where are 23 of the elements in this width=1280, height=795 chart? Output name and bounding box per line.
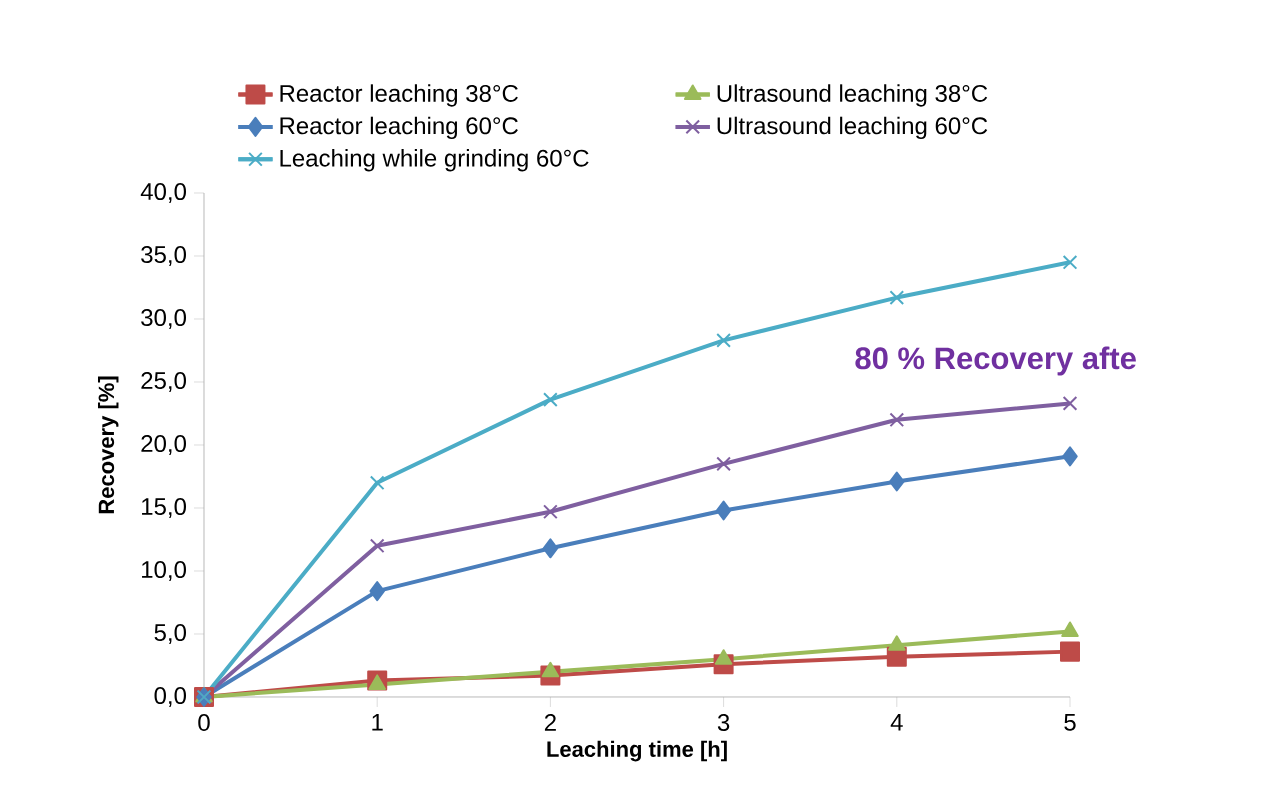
y-tick-label: 15,0 [142, 498, 187, 518]
y-tick-label: 25,0 [141, 372, 187, 392]
x-axis-title: Leaching time [h] [547, 740, 727, 762]
x-tick-label: 5 [1064, 714, 1076, 731]
y-tick-label: 0,0 [154, 687, 187, 707]
y-tick-label: 20,0 [141, 435, 187, 455]
y-tick-label: 10,0 [142, 561, 187, 581]
x-tick-label: 3 [717, 714, 730, 732]
legend-label: Ultrasound leaching 60°C [717, 116, 988, 140]
legend-label: Reactor leaching 38°C [280, 84, 518, 107]
legend-label: Reactor leaching 60°C [280, 116, 518, 140]
annotation: 80 % Recovery afte [855, 346, 1136, 376]
y-tick-label: 40,0 [140, 183, 187, 203]
y-tick-label: 35,0 [141, 246, 187, 266]
x-tick-label: 4 [890, 714, 903, 731]
x-tick-label: 1 [372, 714, 383, 731]
y-tick-label: 30,0 [141, 309, 187, 329]
y-axis-title: Recovery [%] [97, 376, 119, 514]
legend-label: Ultrasound leaching 38°C [717, 84, 988, 107]
x-tick-label: 0 [198, 714, 210, 732]
y-tick-label: 5,0 [154, 624, 187, 644]
x-tick-label: 2 [544, 714, 556, 731]
legend-label: Leaching while grinding 60°C [280, 149, 589, 172]
